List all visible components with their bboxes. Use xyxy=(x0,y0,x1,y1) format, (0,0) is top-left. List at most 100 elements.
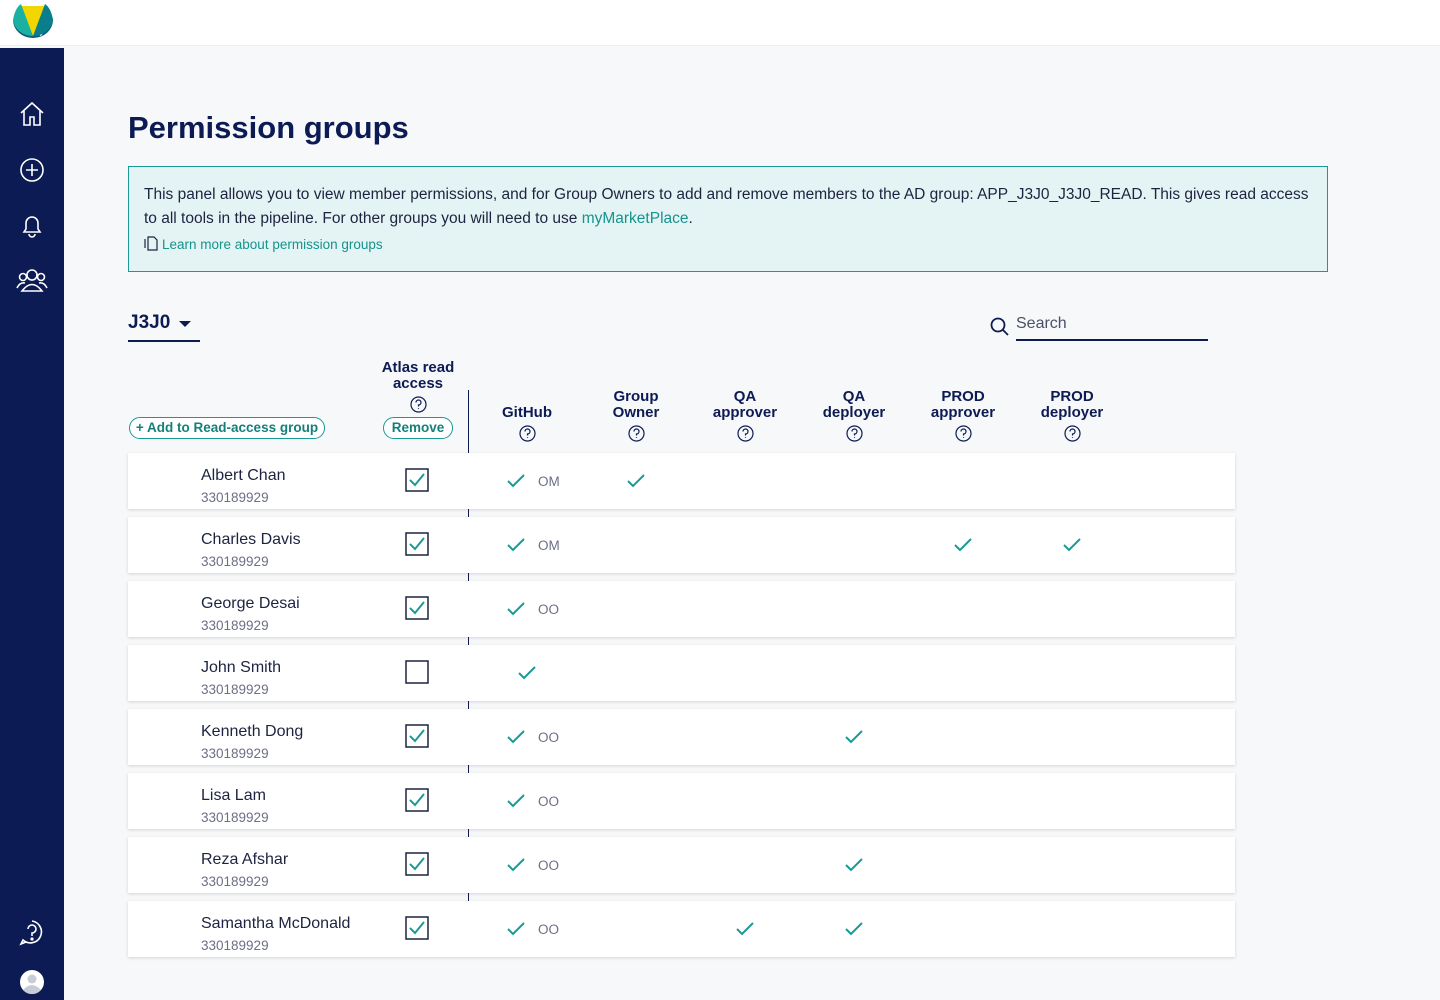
check-path xyxy=(507,794,525,808)
member-name: Reza Afshar xyxy=(201,851,289,868)
help-icon[interactable] xyxy=(954,425,972,442)
info-panel: This panel allows you to view member per… xyxy=(128,166,1328,272)
sidebar xyxy=(0,48,64,1000)
check-path xyxy=(507,602,525,616)
top-bar xyxy=(0,0,1440,46)
add-button[interactable]: + Add to Read-access group xyxy=(129,417,325,439)
read-access-checkbox[interactable] xyxy=(405,788,431,814)
member-id: 330189929 xyxy=(201,746,269,761)
notifications-icon[interactable] xyxy=(18,211,46,239)
read-access-checkbox[interactable] xyxy=(405,532,431,558)
help-circle xyxy=(627,425,645,442)
help-circle xyxy=(845,425,863,442)
info-text: This panel allows you to view member per… xyxy=(144,186,1309,227)
search-input[interactable]: Search xyxy=(1016,315,1208,341)
groups-icon[interactable] xyxy=(16,266,48,294)
avatar[interactable] xyxy=(20,970,44,994)
check-mark xyxy=(507,922,525,936)
help-icon[interactable] xyxy=(1063,425,1081,442)
help-icon[interactable] xyxy=(409,396,427,413)
check-path xyxy=(507,858,525,872)
check-mark xyxy=(845,922,863,936)
help-mark xyxy=(850,428,858,438)
member-id: 330189929 xyxy=(201,490,269,505)
check-path xyxy=(507,730,525,744)
member-id: 330189929 xyxy=(201,938,269,953)
checkbox-box xyxy=(405,788,429,812)
column-name: QA approver xyxy=(712,388,778,421)
help-mark xyxy=(1068,428,1076,438)
member-id: 330189929 xyxy=(201,810,269,825)
page-title: Permission groups xyxy=(128,110,409,145)
help-circle xyxy=(1063,425,1081,442)
help-circle xyxy=(518,425,536,442)
member-row: Samantha McDonald 330189929 OO xyxy=(128,901,1235,957)
help-circle xyxy=(736,425,754,442)
help-circle xyxy=(409,396,427,413)
logo[interactable] xyxy=(13,2,53,38)
home-icon[interactable] xyxy=(18,100,46,128)
check-mark xyxy=(1063,538,1081,552)
dropdown-arrow xyxy=(179,321,192,327)
checkbox-tick xyxy=(409,473,425,487)
column-header: GitHub xyxy=(477,405,577,446)
help-icon[interactable] xyxy=(736,425,754,442)
check-mark xyxy=(507,474,525,488)
github-role: OO xyxy=(538,858,560,873)
member-name: Samantha McDonald xyxy=(201,915,351,932)
help-mark xyxy=(523,428,531,438)
column-header: PROD approver xyxy=(913,389,1013,446)
check-mark xyxy=(954,538,972,552)
marketplace-link[interactable]: myMarketPlace xyxy=(581,210,689,227)
checkbox-tick xyxy=(409,857,425,871)
column-name: PROD approver xyxy=(930,388,996,421)
column-name: Atlas read access xyxy=(381,359,455,392)
help-mark xyxy=(959,428,967,438)
help-icon[interactable] xyxy=(518,425,536,442)
checkbox-box xyxy=(405,532,429,556)
read-access-checkbox[interactable] xyxy=(405,660,431,686)
help-icon[interactable] xyxy=(845,425,863,442)
member-id: 330189929 xyxy=(201,618,269,633)
learn-more-link[interactable]: Learn more about permission groups xyxy=(162,237,383,252)
group-select[interactable]: J3J0 xyxy=(128,312,200,342)
check-mark xyxy=(518,666,536,680)
column-header: Group Owner xyxy=(586,389,686,446)
check-path xyxy=(507,922,525,936)
member-name: John Smith xyxy=(201,659,282,676)
member-id: 330189929 xyxy=(201,874,269,889)
member-name: George Desai xyxy=(201,595,300,612)
member-name: Charles Davis xyxy=(201,531,301,548)
checkbox-tick xyxy=(409,537,425,551)
member-row: Charles Davis 330189929 OM xyxy=(128,517,1235,573)
read-access-checkbox[interactable] xyxy=(405,916,431,942)
column-header: Atlas read access xyxy=(368,360,468,417)
checkbox-tick xyxy=(409,793,425,807)
member-name: Lisa Lam xyxy=(201,787,266,804)
member-id: 330189929 xyxy=(201,554,269,569)
member-name: Kenneth Dong xyxy=(201,723,304,740)
check-mark xyxy=(507,602,525,616)
read-access-checkbox[interactable] xyxy=(405,852,431,878)
member-row: Reza Afshar 330189929 OO xyxy=(128,837,1235,893)
check-path xyxy=(1063,538,1081,552)
help-icon[interactable] xyxy=(627,425,645,442)
github-role: OO xyxy=(538,602,560,617)
checkbox-tick xyxy=(409,601,425,615)
member-id: 330189929 xyxy=(201,682,269,697)
help-mark xyxy=(414,399,422,409)
read-access-checkbox[interactable] xyxy=(405,468,431,494)
column-header: QA deployer xyxy=(804,389,904,446)
help-circle xyxy=(954,425,972,442)
check-path xyxy=(954,538,972,552)
remove-button[interactable]: Remove xyxy=(383,417,453,439)
checkbox-box xyxy=(405,660,429,684)
checkbox-box xyxy=(405,724,429,748)
read-access-checkbox[interactable] xyxy=(405,596,431,622)
doc-icon xyxy=(144,236,158,251)
add-icon[interactable] xyxy=(18,156,46,184)
checkbox-tick xyxy=(409,729,425,743)
help-icon[interactable] xyxy=(18,918,46,946)
read-access-checkbox[interactable] xyxy=(405,724,431,750)
